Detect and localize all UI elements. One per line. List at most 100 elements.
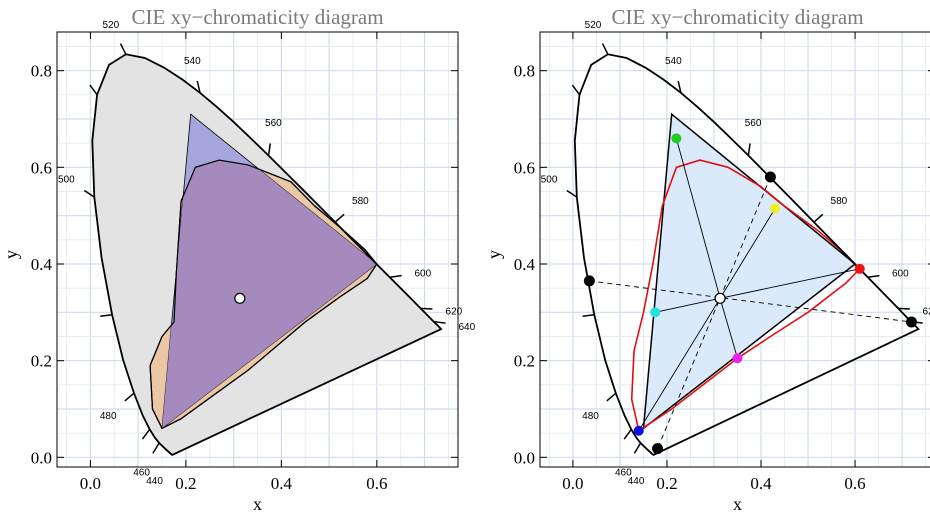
wavelength-tick-490 bbox=[582, 314, 595, 317]
wavelength-tick-600 bbox=[389, 274, 402, 279]
y-axis-label: y bbox=[484, 250, 504, 259]
x-tick-label: 0.0 bbox=[80, 474, 101, 493]
wavelength-tick-470 bbox=[623, 428, 632, 440]
wavelength-label: 580 bbox=[352, 196, 369, 207]
point-locus-purple-2 bbox=[905, 316, 917, 328]
wavelength-label: 440 bbox=[146, 476, 163, 487]
wavelength-label: 540 bbox=[184, 56, 201, 67]
line-white-to-yellow bbox=[719, 208, 776, 299]
wavelength-tick-620 bbox=[898, 307, 910, 310]
x-tick-label: 0.6 bbox=[366, 474, 387, 493]
y-tick-label: 0.4 bbox=[31, 255, 53, 274]
wavelength-label: 620 bbox=[446, 306, 463, 317]
wavelength-tick-500 bbox=[566, 189, 578, 198]
spectral-locus-outline bbox=[91, 53, 443, 456]
x-axis-label: x bbox=[253, 494, 262, 514]
orange-region-outline bbox=[149, 159, 378, 430]
wavelength-label: 520 bbox=[102, 20, 119, 31]
dashed-line-locus-560 bbox=[657, 176, 771, 449]
wavelength-label: 600 bbox=[892, 269, 909, 280]
wavelength-tick-480 bbox=[124, 392, 135, 402]
y-tick-label: 0.8 bbox=[514, 62, 535, 81]
point-red bbox=[854, 263, 865, 274]
wavelength-label: 460 bbox=[615, 468, 632, 479]
wavelength-tick-620 bbox=[420, 307, 433, 310]
wavelength-tick-580 bbox=[334, 213, 345, 223]
wavelength-tick-460 bbox=[633, 442, 642, 454]
wavelength-tick-500 bbox=[83, 189, 95, 198]
x-tick-label: 0.4 bbox=[750, 474, 772, 493]
line-white-to-green bbox=[675, 138, 721, 299]
y-tick-label: 0.6 bbox=[514, 158, 535, 177]
x-tick-label: 0.4 bbox=[271, 474, 293, 493]
dashed-line-locus-490 bbox=[589, 280, 912, 323]
y-tick-label: 0.2 bbox=[514, 352, 535, 371]
wavelength-label: 560 bbox=[265, 118, 282, 129]
point-green bbox=[671, 133, 682, 144]
line-white-to-red bbox=[720, 268, 860, 299]
wavelength-label: 620 bbox=[923, 306, 930, 317]
wavelength-label: 500 bbox=[541, 175, 558, 186]
wavelength-tick-560 bbox=[747, 143, 751, 156]
wavelength-label: 460 bbox=[133, 468, 150, 479]
point-blue bbox=[633, 425, 644, 436]
white-point bbox=[714, 292, 726, 304]
wavelength-label: 440 bbox=[628, 476, 645, 487]
wavelength-tick-510 bbox=[89, 84, 98, 96]
wavelength-label: 580 bbox=[831, 196, 848, 207]
x-tick-label: 0.0 bbox=[562, 474, 583, 493]
wavelength-label: 560 bbox=[745, 118, 762, 129]
x-axis-label: x bbox=[733, 494, 742, 514]
plot-content bbox=[573, 53, 920, 456]
plot-frame bbox=[539, 31, 930, 468]
wavelength-tick-480 bbox=[606, 392, 617, 402]
y-tick-label: 0.2 bbox=[31, 352, 52, 371]
line-white-to-cyan bbox=[655, 297, 721, 313]
wavelength-tick-540 bbox=[677, 80, 682, 93]
y-tick-label: 0.0 bbox=[31, 448, 52, 467]
wavelength-tick-600 bbox=[867, 274, 880, 279]
wavelength-tick-580 bbox=[813, 213, 824, 223]
wavelength-label: 520 bbox=[585, 20, 602, 31]
point-yellow bbox=[770, 203, 781, 214]
x-tick-label: 0.6 bbox=[844, 474, 865, 493]
plot-frame bbox=[56, 31, 459, 468]
point-locus-490 bbox=[583, 275, 595, 287]
y-tick-label: 0.6 bbox=[31, 158, 52, 177]
y-tick-label: 0.4 bbox=[514, 255, 536, 274]
x-tick-label: 0.2 bbox=[175, 474, 196, 493]
chart-title: CIE xy−chromaticity diagram bbox=[611, 5, 863, 29]
wavelength-label: 640 bbox=[458, 322, 475, 333]
point-locus-560 bbox=[764, 171, 776, 183]
x-tick-label: 0.2 bbox=[656, 474, 677, 493]
point-cyan bbox=[650, 307, 661, 318]
spectral-locus-outline bbox=[573, 53, 920, 456]
plot-content bbox=[91, 53, 443, 456]
wavelength-tick-460 bbox=[152, 442, 160, 454]
white-point bbox=[234, 292, 246, 304]
chart-panel-2: 4404604805005205405605806006206400.00.20… bbox=[484, 5, 930, 514]
line-white-to-magenta bbox=[719, 298, 738, 359]
red-gamut-curve bbox=[630, 159, 861, 433]
wavelength-label: 540 bbox=[665, 56, 682, 67]
y-tick-label: 0.0 bbox=[514, 448, 535, 467]
y-tick-label: 0.8 bbox=[31, 62, 52, 81]
wavelength-label: 480 bbox=[100, 411, 117, 422]
wavelength-tick-540 bbox=[196, 80, 201, 93]
wavelength-label: 500 bbox=[58, 175, 75, 186]
wavelength-tick-520 bbox=[119, 43, 127, 55]
line-white-to-blue bbox=[638, 298, 721, 431]
wavelength-tick-640 bbox=[433, 320, 446, 324]
chart-title: CIE xy−chromaticity diagram bbox=[131, 5, 383, 29]
overlap-region bbox=[162, 160, 377, 429]
wavelength-label: 480 bbox=[582, 411, 599, 422]
wavelength-tick-490 bbox=[100, 314, 113, 317]
y-axis-label: y bbox=[1, 250, 21, 259]
wavelength-tick-510 bbox=[571, 84, 581, 96]
wavelength-label: 600 bbox=[414, 269, 431, 280]
wavelength-tick-560 bbox=[267, 143, 271, 156]
point-magenta bbox=[732, 353, 743, 364]
wavelength-tick-470 bbox=[141, 428, 151, 440]
